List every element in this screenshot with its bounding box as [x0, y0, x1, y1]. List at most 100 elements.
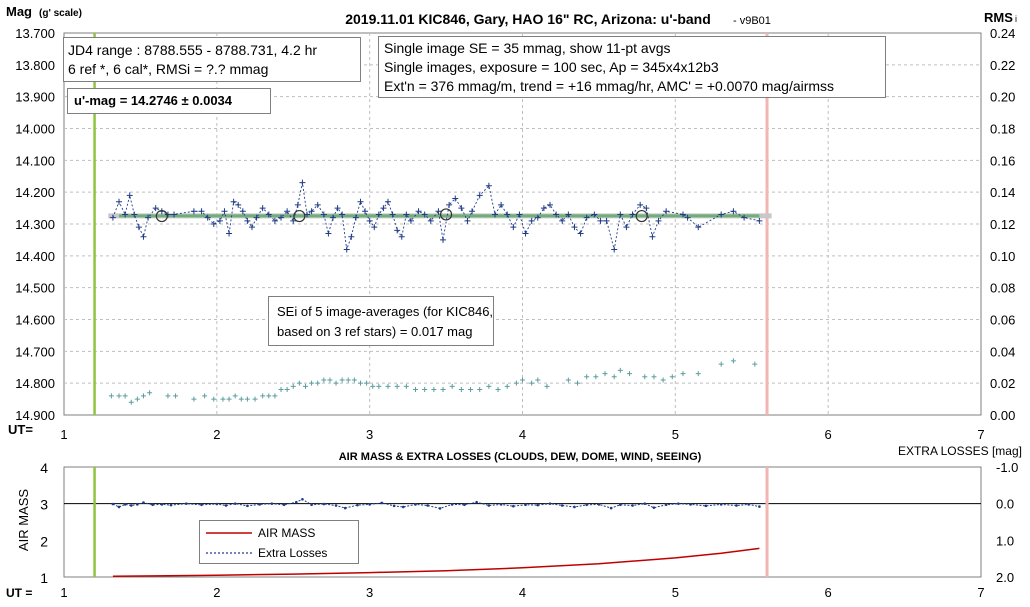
- top-x-tick-label: 3: [366, 427, 373, 442]
- mag-point: [534, 214, 541, 221]
- mag-point: [290, 217, 297, 224]
- mag-point: [116, 198, 123, 205]
- rms-point: [376, 383, 382, 389]
- rms-point: [529, 380, 535, 386]
- rms-point: [626, 371, 632, 377]
- rms-point: [477, 387, 483, 393]
- extra-losses-point: [560, 504, 564, 507]
- top-y-tick-label: 13.900: [15, 90, 55, 105]
- mag-point: [528, 217, 535, 224]
- mag-point: [366, 217, 373, 224]
- mag-point: [371, 224, 378, 231]
- mag-point: [299, 179, 306, 186]
- rms-point: [449, 383, 455, 389]
- mag-point: [655, 217, 662, 224]
- extra-losses-point: [438, 507, 442, 510]
- top-x-tick-label: 1: [60, 427, 67, 442]
- top-x-tick-label: 7: [977, 427, 984, 442]
- mag-point: [476, 192, 483, 199]
- mag-point: [583, 214, 590, 221]
- extra-losses-point: [215, 502, 219, 506]
- rms-point: [315, 380, 321, 386]
- extra-losses-point: [719, 503, 723, 506]
- bottom-y-tick-label: 4: [40, 460, 48, 476]
- mag-point: [730, 208, 737, 215]
- extra-losses-point: [609, 506, 613, 510]
- mag-point: [663, 208, 670, 215]
- exposure-text: Single images, exposure = 100 sec, Ap = …: [384, 59, 719, 75]
- mag-point: [362, 208, 369, 215]
- extra-losses-point: [463, 503, 466, 507]
- extra-losses-point: [652, 506, 656, 510]
- mag-point: [611, 246, 618, 253]
- rms-point: [357, 380, 363, 386]
- rms-point: [266, 393, 272, 399]
- mag-point: [637, 201, 644, 208]
- rms-point: [122, 393, 128, 399]
- rms-point: [593, 374, 599, 380]
- top-y2-tick-label: 0.12: [990, 217, 1015, 232]
- ref-stars-text: 6 ref *, 6 cal*, RMSi = ?.? mmag: [68, 61, 269, 77]
- top-y2-tick-label: 0.14: [990, 185, 1015, 200]
- umag-text: u'-mag = 14.2746 ± 0.0034: [74, 93, 233, 108]
- extra-losses-point: [136, 503, 139, 506]
- mag-point: [679, 211, 686, 218]
- extra-losses-point: [664, 503, 668, 507]
- rms-point: [147, 390, 153, 396]
- mag-point: [248, 224, 255, 231]
- rms-point: [431, 387, 437, 393]
- extra-losses-point: [573, 505, 576, 509]
- top-y-tick-label: 13.800: [15, 58, 55, 73]
- mag-point: [440, 236, 447, 243]
- extra-losses-point: [735, 504, 738, 507]
- extra-losses-point: [643, 502, 647, 505]
- mag-point: [265, 211, 272, 218]
- bottom-y2-axis-label: EXTRA LOSSES [mag]: [898, 444, 1022, 458]
- extra-losses-point: [160, 503, 164, 506]
- extra-losses-point: [704, 504, 708, 508]
- mag-point: [329, 214, 336, 221]
- extra-losses-point: [524, 503, 527, 507]
- mag-point: [565, 211, 572, 218]
- mag-point: [140, 233, 147, 240]
- top-y-tick-label: 14.400: [15, 249, 55, 264]
- mag-point: [204, 214, 211, 221]
- rms-point: [513, 380, 519, 386]
- rms-point: [486, 383, 492, 389]
- rms-point: [565, 377, 571, 383]
- extra-losses-point: [758, 505, 761, 508]
- mag-point: [464, 217, 471, 224]
- rms-point: [278, 387, 284, 393]
- mag-point: [571, 224, 578, 231]
- mag-point: [510, 224, 517, 231]
- rms-point: [403, 383, 409, 389]
- rms-point: [327, 377, 333, 383]
- rms-point: [535, 377, 541, 383]
- extra-losses-point: [169, 503, 173, 507]
- mag-point: [314, 201, 321, 208]
- bottom-chart-title: AIR MASS & EXTRA LOSSES (CLOUDS, DEW, DO…: [339, 451, 702, 463]
- mag-point: [684, 214, 691, 221]
- top-y-tick-label: 14.000: [15, 122, 55, 137]
- top-x-tick-label: 5: [672, 427, 679, 442]
- rms-point: [290, 383, 296, 389]
- rms-point: [611, 374, 617, 380]
- extra-losses-point: [111, 502, 115, 506]
- rms-point: [468, 387, 474, 393]
- mag-point: [553, 211, 560, 218]
- top-y2-tick-label: 0.02: [990, 376, 1015, 391]
- bottom-x-axis-label: UT =: [6, 586, 32, 600]
- top-chart-title: 2019.11.01 KIC846, Gary, HAO 16" RC, Ari…: [345, 11, 711, 27]
- extra-losses-point: [151, 503, 154, 507]
- mag-point: [597, 217, 604, 224]
- mag-point: [389, 211, 396, 218]
- extra-losses-point: [392, 504, 396, 508]
- top-y-tick-label: 14.500: [15, 281, 55, 296]
- avg-point-circle: [439, 208, 453, 221]
- sei-text-line2: based on 3 ref stars) = 0.017 mag: [277, 324, 473, 339]
- mag-point: [131, 211, 138, 218]
- mag-point: [591, 211, 598, 218]
- top-y2-tick-label: 0.08: [990, 281, 1015, 296]
- extra-losses-point: [184, 502, 188, 505]
- rms-point: [584, 374, 590, 380]
